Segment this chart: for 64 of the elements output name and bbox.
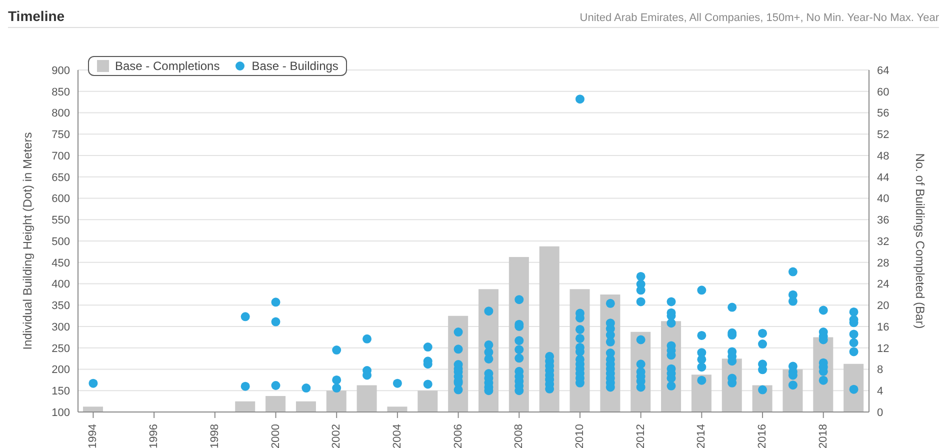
- y2-tick-label: 60: [877, 86, 890, 98]
- x-tick-label: 2012: [634, 424, 647, 448]
- x-tick-label: 1996: [148, 424, 160, 448]
- y-tick-label: 750: [52, 129, 70, 142]
- y-tick-label: 800: [52, 108, 70, 120]
- y-tick-label: 850: [52, 86, 70, 98]
- bar: [844, 364, 864, 412]
- x-tick-label: 2010: [574, 424, 586, 448]
- x-tick-label: 2000: [270, 424, 282, 448]
- y2-tick-label: 40: [877, 193, 890, 206]
- chart-title: Timeline: [8, 8, 65, 24]
- y2-tick-label: 44: [877, 172, 890, 184]
- x-tick-label: 2018: [817, 424, 830, 448]
- bar: [83, 406, 103, 412]
- bar: [691, 374, 712, 412]
- y-tick-label: 150: [52, 386, 70, 398]
- y2-tick-label: 4: [877, 386, 884, 398]
- y-tick-label: 200: [52, 364, 70, 376]
- y-tick-label: 100: [52, 406, 70, 419]
- x-tick-label: 2014: [696, 424, 708, 448]
- legend-label: Base - Buildings: [252, 59, 338, 73]
- y2-tick-label: 24: [877, 278, 890, 291]
- x-tick-label: 2016: [756, 424, 769, 448]
- y-axis-title: Individual Building Height (Dot) in Meters: [20, 132, 34, 350]
- bar: [539, 246, 560, 412]
- x-tick-label: 2006: [452, 424, 464, 448]
- y2-tick-label: 36: [877, 214, 890, 227]
- y2-tick-label: 12: [877, 342, 890, 355]
- y2-tick-label: 28: [877, 257, 890, 270]
- x-tick-label: 2002: [330, 424, 343, 448]
- bar: [235, 401, 256, 412]
- y2-tick-label: 8: [877, 364, 884, 376]
- bar: [266, 396, 286, 412]
- y2-tick-label: 64: [877, 64, 890, 77]
- y-tick-label: 250: [52, 342, 70, 355]
- y2-tick-label: 32: [877, 236, 890, 248]
- y2-tick-label: 52: [877, 129, 890, 142]
- y-tick-label: 500: [52, 236, 70, 248]
- x-tick-label: 2008: [513, 424, 526, 448]
- legend-label: Base - Completions: [115, 59, 220, 73]
- y2-tick-label: 48: [877, 150, 890, 162]
- y-tick-label: 650: [52, 172, 70, 184]
- bar: [326, 390, 346, 412]
- y-tick-label: 550: [52, 214, 70, 227]
- y2-axis-title: No. of Buildings Completed (Bar): [912, 153, 927, 329]
- y2-tick-label: 16: [877, 321, 890, 334]
- x-tick-label: 2004: [391, 424, 404, 448]
- y2-tick-label: 20: [877, 300, 890, 312]
- y-tick-label: 400: [52, 278, 70, 291]
- y-tick-label: 450: [52, 257, 70, 270]
- y-tick-label: 600: [52, 193, 70, 206]
- y2-tick-label: 0: [877, 406, 884, 419]
- y-tick-label: 900: [52, 64, 70, 77]
- y2-tick-label: 56: [877, 108, 890, 120]
- x-tick-label: 1998: [208, 424, 221, 448]
- y-tick-label: 300: [52, 321, 70, 334]
- bar: [387, 406, 408, 412]
- bar: [418, 390, 438, 412]
- x-tick-label: 1994: [87, 424, 100, 448]
- y-tick-label: 350: [52, 300, 70, 312]
- y-tick-label: 700: [52, 150, 70, 162]
- bar: [296, 401, 316, 412]
- chart-subtitle: United Arab Emirates, All Companies, 150m+, No Min. Year-No Max. Year: [580, 12, 939, 24]
- bar: [356, 385, 377, 412]
